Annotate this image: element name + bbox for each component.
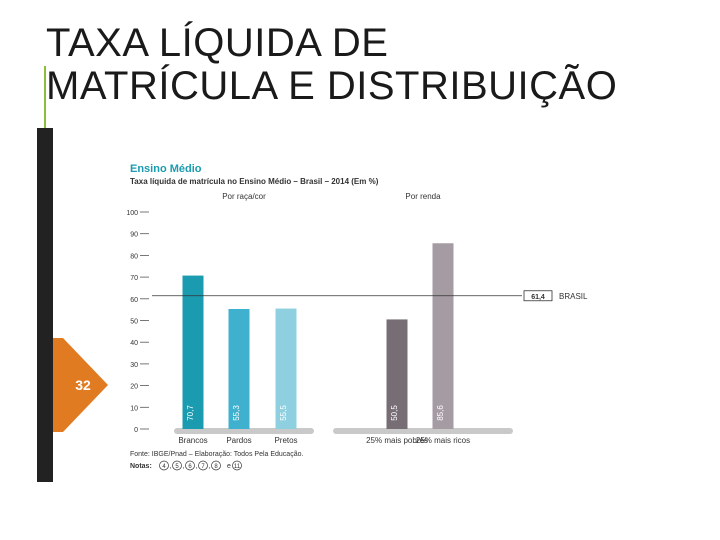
accent-line <box>44 66 46 128</box>
category-label: 25% mais ricos <box>416 436 470 445</box>
slide-title-line2: MATRÍCULA E DISTRIBUIÇÃO <box>46 64 618 108</box>
y-tick-label: 60 <box>130 297 138 304</box>
reference-value-label: 61,4 <box>531 294 545 301</box>
category-label: 25% mais pobres <box>366 436 428 445</box>
note-circle <box>159 460 169 471</box>
chart: Ensino Médio Taxa líquida de matrícula n… <box>108 150 628 480</box>
page-number: 32 <box>75 377 91 393</box>
chart-title: Ensino Médio <box>130 163 202 175</box>
note-number: 8 <box>214 464 218 470</box>
note-circle <box>198 460 208 471</box>
y-tick-label: 50 <box>130 319 138 326</box>
category-label: Pretos <box>274 436 297 445</box>
note-separator: , <box>209 463 211 470</box>
note-separator: , <box>196 463 198 470</box>
chart-source: Fonte: IBGE/Pnad – Elaboração: Todos Pel… <box>130 451 303 458</box>
bar-value-label: 55,5 <box>279 405 288 421</box>
note-circle <box>185 460 195 471</box>
chart-svg: Ensino Médio Taxa líquida de matrícula n… <box>126 163 588 471</box>
bar-pretos <box>275 308 297 429</box>
group-baseline <box>174 428 314 434</box>
bar-value-label: 70,7 <box>186 405 195 421</box>
bar-value-label: 85,6 <box>436 405 445 421</box>
note-circle <box>211 460 221 471</box>
y-tick-label: 40 <box>130 340 138 347</box>
y-tick-label: 80 <box>130 253 138 260</box>
note-number: 7 <box>201 464 205 470</box>
note-separator: , <box>183 463 185 470</box>
slide-title: TAXA LÍQUIDA DE MATRÍCULA E DISTRIBUIÇÃO <box>46 22 617 108</box>
bar-value-label: 55,3 <box>232 405 241 421</box>
chart-subtitle: Taxa líquida de matrícula no Ensino Médi… <box>130 177 379 186</box>
note-separator: , <box>170 463 172 470</box>
reference-label: BRASIL <box>559 292 588 301</box>
group-label: Por raça/cor <box>222 192 266 201</box>
side-dark-bar <box>37 128 53 482</box>
page-number-tab-shape <box>53 338 108 432</box>
group-baseline <box>333 428 513 434</box>
y-tick-label: 90 <box>130 232 138 239</box>
note-circle <box>232 460 242 471</box>
y-tick-label: 100 <box>126 210 138 217</box>
category-label: Brancos <box>178 436 207 445</box>
category-label: Pardos <box>226 436 251 445</box>
y-tick-label: 10 <box>130 405 138 412</box>
chart-notes-label: Notas: <box>130 463 152 470</box>
bar-brancos <box>182 275 204 429</box>
group-label: Por renda <box>405 192 441 201</box>
y-tick-label: 70 <box>130 275 138 282</box>
bar-value-label: 50,5 <box>390 405 399 421</box>
bar-25-mais-pobres <box>386 319 408 429</box>
bar-25-mais-ricos <box>432 243 454 429</box>
note-number: 11 <box>234 464 241 470</box>
note-circle <box>172 460 182 471</box>
note-number: 6 <box>188 464 192 470</box>
notes-conjunction: e <box>227 463 231 470</box>
reference-value-box <box>523 290 553 302</box>
note-number: 5 <box>175 464 179 470</box>
note-number: 4 <box>162 464 166 470</box>
page-number-tab: 32 <box>53 338 108 432</box>
y-tick-label: 0 <box>134 427 138 434</box>
bar-pardos <box>228 308 250 429</box>
y-tick-label: 20 <box>130 384 138 391</box>
slide-title-line1: TAXA LÍQUIDA DE <box>46 21 389 65</box>
y-tick-label: 30 <box>130 362 138 369</box>
